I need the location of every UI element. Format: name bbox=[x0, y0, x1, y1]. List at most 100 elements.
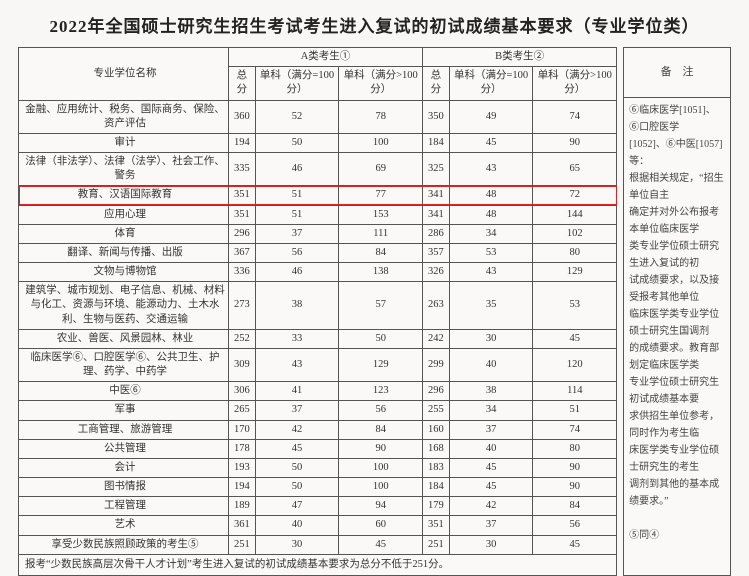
cell-value: 46 bbox=[255, 153, 339, 186]
cell-value: 51 bbox=[255, 205, 339, 224]
cell-value: 30 bbox=[255, 535, 339, 554]
th-group-b: B类考生② bbox=[423, 48, 617, 67]
cell-value: 72 bbox=[533, 186, 617, 205]
cell-value: 306 bbox=[229, 382, 256, 401]
note-line: [1052]、⑥中医[1057]等： bbox=[629, 136, 725, 170]
cell-value: 168 bbox=[423, 439, 450, 458]
cell-value: 46 bbox=[255, 263, 339, 282]
cell-value: 57 bbox=[339, 282, 423, 330]
cell-value: 351 bbox=[229, 186, 256, 205]
cell-value: 336 bbox=[229, 263, 256, 282]
notes-body: ⑥临床医学[1051]、⑥口腔医学[1052]、⑥中医[1057]等：根据相关规… bbox=[629, 102, 725, 544]
cell-value: 65 bbox=[533, 153, 617, 186]
cell-value: 74 bbox=[533, 100, 617, 133]
cell-value: 49 bbox=[449, 100, 533, 133]
cell-value: 265 bbox=[229, 401, 256, 420]
table-row: 法律（非法学）、法律（法学）、社会工作、警务33546693254365 bbox=[19, 153, 617, 186]
footnote: 报考“少数民族高层次骨干人才计划”考生进入复试的初试成绩基本要求为总分不低于25… bbox=[19, 554, 617, 575]
note-line bbox=[629, 510, 725, 527]
note-line: 专业学位硕士研究生初试成绩基本要 bbox=[629, 374, 725, 408]
table-row: 享受少数民族照顾政策的考生⑤25130452513045 bbox=[19, 535, 617, 554]
cell-value: 341 bbox=[423, 205, 450, 224]
table-row: 建筑学、城市规划、电子信息、机械、材料与化工、资源与环境、能源动力、土木水利、生… bbox=[19, 282, 617, 330]
cell-value: 45 bbox=[533, 329, 617, 348]
content-wrap: 专业学位名称 A类考生① B类考生② 总分 单科（满分=100分） 单科（满分>… bbox=[18, 47, 731, 576]
th-group-a: A类考生① bbox=[229, 48, 423, 67]
th-a-subover: 单科（满分>100分） bbox=[339, 67, 423, 100]
cell-value: 138 bbox=[339, 263, 423, 282]
table-row: 审计194501001844590 bbox=[19, 133, 617, 152]
cell-value: 160 bbox=[423, 420, 450, 439]
cell-value: 53 bbox=[533, 282, 617, 330]
note-line: 临床医学类专业学位硕士研究生国调剂 bbox=[629, 306, 725, 340]
cell-value: 100 bbox=[339, 458, 423, 477]
note-line: 根据相关规定，“招生单位自主 bbox=[629, 170, 725, 204]
cell-value: 193 bbox=[229, 458, 256, 477]
cell-value: 40 bbox=[255, 516, 339, 535]
cell-value: 35 bbox=[449, 282, 533, 330]
cell-value: 48 bbox=[449, 186, 533, 205]
cell-value: 40 bbox=[449, 348, 533, 381]
cell-value: 80 bbox=[533, 439, 617, 458]
cell-name: 审计 bbox=[19, 133, 229, 152]
table-row: 公共管理17845901684080 bbox=[19, 439, 617, 458]
cell-value: 326 bbox=[423, 263, 450, 282]
cell-value: 84 bbox=[339, 243, 423, 262]
cell-value: 102 bbox=[533, 224, 617, 243]
cell-value: 114 bbox=[533, 382, 617, 401]
cell-value: 45 bbox=[533, 535, 617, 554]
cell-value: 34 bbox=[449, 224, 533, 243]
cell-name: 艺术 bbox=[19, 516, 229, 535]
note-line: 试成绩要求，以及接受报考其他单位 bbox=[629, 272, 725, 306]
table-row: 金融、应用统计、税务、国际商务、保险、资产评估36052783504974 bbox=[19, 100, 617, 133]
cell-name: 军事 bbox=[19, 401, 229, 420]
table-row: 临床医学⑥、口腔医学⑥、公共卫生、护理、药学、中药学30943129299401… bbox=[19, 348, 617, 381]
th-b-total: 总分 bbox=[423, 67, 450, 100]
cell-name: 农业、兽医、风景园林、林业 bbox=[19, 329, 229, 348]
cell-name: 体育 bbox=[19, 224, 229, 243]
cell-value: 251 bbox=[229, 535, 256, 554]
cell-value: 350 bbox=[423, 100, 450, 133]
cell-value: 123 bbox=[339, 382, 423, 401]
cell-name: 享受少数民族照顾政策的考生⑤ bbox=[19, 535, 229, 554]
note-line: 求供招生单位参考，同时作为考生临 bbox=[629, 408, 725, 442]
table-row: 体育2963711128634102 bbox=[19, 224, 617, 243]
cell-value: 56 bbox=[533, 516, 617, 535]
cell-value: 286 bbox=[423, 224, 450, 243]
cell-value: 50 bbox=[339, 329, 423, 348]
note-line: 调剂到其他的基本成绩要求。” bbox=[629, 476, 725, 510]
cell-value: 129 bbox=[533, 263, 617, 282]
cell-value: 170 bbox=[229, 420, 256, 439]
table-row: 工商管理、旅游管理17042841603774 bbox=[19, 420, 617, 439]
cell-value: 50 bbox=[255, 478, 339, 497]
cell-value: 30 bbox=[449, 329, 533, 348]
cell-value: 341 bbox=[423, 186, 450, 205]
cell-name: 教育、汉语国际教育 bbox=[19, 186, 229, 205]
th-b-subover: 单科（满分>100分） bbox=[533, 67, 617, 100]
cell-value: 45 bbox=[449, 458, 533, 477]
cell-value: 296 bbox=[229, 224, 256, 243]
cell-value: 45 bbox=[449, 478, 533, 497]
cell-value: 45 bbox=[255, 439, 339, 458]
cell-value: 45 bbox=[339, 535, 423, 554]
cell-value: 351 bbox=[423, 516, 450, 535]
cell-value: 78 bbox=[339, 100, 423, 133]
note-line: 床医学类专业学位硕士研究生的考生 bbox=[629, 442, 725, 476]
cell-value: 69 bbox=[339, 153, 423, 186]
cell-name: 法律（非法学）、法律（法学）、社会工作、警务 bbox=[19, 153, 229, 186]
cell-value: 52 bbox=[255, 100, 339, 133]
cell-name: 会计 bbox=[19, 458, 229, 477]
cell-value: 100 bbox=[339, 133, 423, 152]
cell-value: 255 bbox=[423, 401, 450, 420]
cell-name: 建筑学、城市规划、电子信息、机械、材料与化工、资源与环境、能源动力、土木水利、生… bbox=[19, 282, 229, 330]
cell-value: 90 bbox=[533, 133, 617, 152]
cell-value: 40 bbox=[449, 439, 533, 458]
cell-value: 299 bbox=[423, 348, 450, 381]
note-line: 确定并对外公布报考本单位临床医学 bbox=[629, 204, 725, 238]
cell-name: 图书情报 bbox=[19, 478, 229, 497]
table-row: 军事26537562553451 bbox=[19, 401, 617, 420]
table-body: 金融、应用统计、税务、国际商务、保险、资产评估36052783504974审计1… bbox=[19, 100, 617, 554]
cell-name: 金融、应用统计、税务、国际商务、保险、资产评估 bbox=[19, 100, 229, 133]
note-line: 的成绩要求。教育部划定临床医学类 bbox=[629, 340, 725, 374]
cell-value: 367 bbox=[229, 243, 256, 262]
